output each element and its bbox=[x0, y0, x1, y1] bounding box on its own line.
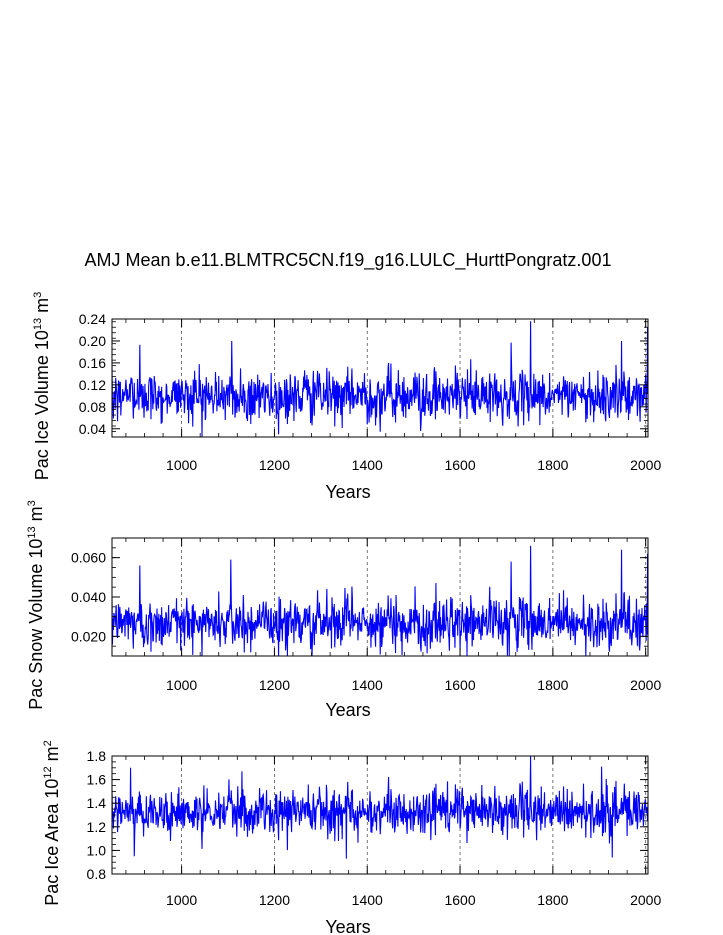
panel-ice-area: 1000 1200 1400 1600 1800 2000 0.8 1.0 1.2 1.4 1.6 1… bbox=[42, 740, 661, 935]
panel-snow-volume: 1000 1200 1400 1600 1800 2000 0.020 0.040 0.060 Y… bbox=[26, 500, 661, 720]
x-tick-label: 1400 bbox=[352, 677, 383, 693]
x-tick-label: 1200 bbox=[259, 892, 290, 908]
y-axis-label: Pac Snow Volume 1013 m3 bbox=[26, 500, 46, 709]
x-tick-label: 1800 bbox=[537, 677, 568, 693]
y-tick-label: 0.8 bbox=[87, 866, 107, 882]
x-tick-label: 1400 bbox=[352, 457, 383, 473]
x-axis-label: Years bbox=[325, 700, 370, 720]
x-tick-label: 2000 bbox=[630, 677, 661, 693]
series-line bbox=[112, 321, 648, 437]
x-tick-label: 1800 bbox=[537, 457, 568, 473]
x-tick-label: 1600 bbox=[444, 457, 475, 473]
y-tick-label: 0.16 bbox=[79, 355, 106, 371]
x-tick-label: 1800 bbox=[537, 892, 568, 908]
x-tick-label: 2000 bbox=[630, 457, 661, 473]
y-tick-label: 1.8 bbox=[87, 748, 107, 764]
panel-ice-volume: 1000 1200 1400 1600 1800 2000 0.04 0.08 0.12 0.16… bbox=[32, 292, 661, 502]
chart-title: AMJ Mean b.e11.BLMTRC5CN.f19_g16.LULC_Hu… bbox=[85, 250, 612, 271]
x-tick-label: 1600 bbox=[444, 677, 475, 693]
series-line bbox=[112, 756, 648, 859]
y-tick-label: 1.2 bbox=[87, 819, 107, 835]
y-axis-label: Pac Ice Volume 1013 m3 bbox=[32, 292, 52, 480]
y-tick-label: 0.20 bbox=[79, 333, 106, 349]
y-tick-label: 1.4 bbox=[87, 795, 107, 811]
y-tick-label: 0.04 bbox=[79, 421, 106, 437]
y-tick-label: 0.12 bbox=[79, 377, 106, 393]
x-tick-label: 1200 bbox=[259, 457, 290, 473]
y-tick-label: 0.24 bbox=[79, 311, 106, 327]
x-tick-label: 1400 bbox=[352, 892, 383, 908]
series-line bbox=[112, 545, 648, 656]
x-tick-label: 2000 bbox=[630, 892, 661, 908]
y-tick-label: 0.060 bbox=[71, 550, 106, 566]
y-tick-label: 0.08 bbox=[79, 399, 106, 415]
x-tick-label: 1200 bbox=[259, 677, 290, 693]
x-tick-label: 1000 bbox=[166, 892, 197, 908]
x-tick-label: 1000 bbox=[166, 457, 197, 473]
x-axis-label: Years bbox=[325, 917, 370, 935]
x-tick-label: 1600 bbox=[444, 892, 475, 908]
y-tick-label: 1.0 bbox=[87, 842, 107, 858]
x-axis-label: Years bbox=[325, 482, 370, 502]
plot-frame bbox=[111, 318, 649, 438]
x-tick-label: 1000 bbox=[166, 677, 197, 693]
y-tick-label: 0.040 bbox=[71, 589, 106, 605]
y-tick-label: 1.6 bbox=[87, 772, 107, 788]
y-tick-label: 0.020 bbox=[71, 628, 106, 644]
y-axis-label: Pac Ice Area 1012 m2 bbox=[42, 740, 62, 905]
